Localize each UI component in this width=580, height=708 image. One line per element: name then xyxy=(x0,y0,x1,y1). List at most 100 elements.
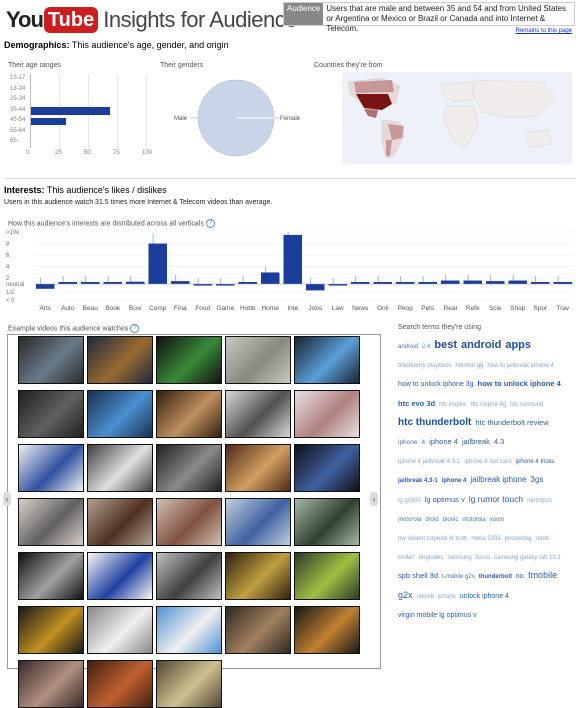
search-term-tag[interactable]: how to jailbreak iphone 4 xyxy=(487,363,554,370)
search-term-tag[interactable]: android xyxy=(398,344,419,350)
video-thumbnail[interactable] xyxy=(87,552,153,600)
search-term-tag[interactable]: hotshot gg xyxy=(455,363,484,370)
video-thumbnail[interactable] xyxy=(225,390,291,438)
search-term-tag[interactable]: unlock iphone 4 xyxy=(459,592,509,600)
search-term-tag[interactable]: lg rumor touch xyxy=(468,493,524,504)
search-term-tag[interactable]: spb shell 3d xyxy=(398,571,439,581)
search-term-tag[interactable]: bionic xyxy=(442,516,459,523)
search-term-tag[interactable]: htc xyxy=(516,574,525,581)
video-thumbnail[interactable] xyxy=(18,660,84,708)
search-term-tag[interactable]: iphone 4 jailbreak 4.3-1 xyxy=(398,459,461,466)
search-term-tag[interactable]: htc inspire 4g xyxy=(470,401,507,408)
video-thumbnail[interactable] xyxy=(156,660,222,708)
age-grid-line xyxy=(146,74,147,148)
search-term-tag[interactable]: motorola xyxy=(398,516,422,523)
video-thumbnail[interactable] xyxy=(225,444,291,492)
search-term-tag[interactable]: unlock xyxy=(416,593,434,600)
search-term-tag[interactable]: htc thunderbolt review xyxy=(475,417,549,427)
video-thumbnail[interactable] xyxy=(294,336,360,384)
search-term-tag[interactable]: metropcs xyxy=(527,497,552,504)
video-thumbnail[interactable] xyxy=(225,336,291,384)
video-thumbnail[interactable] xyxy=(87,660,153,708)
search-term-tag[interactable]: ringtones xyxy=(418,555,444,562)
search-term-tag[interactable]: t-mobile g2x xyxy=(442,574,475,581)
search-term-tag[interactable]: iphone xyxy=(398,439,418,447)
video-thumbnail[interactable] xyxy=(294,606,360,654)
video-thumbnail[interactable] xyxy=(18,606,84,654)
video-thumbnail[interactable] xyxy=(156,498,222,546)
video-thumbnail[interactable] xyxy=(18,336,84,384)
search-term-tag[interactable]: focus xyxy=(475,555,491,562)
search-term-tag[interactable]: nokia 5233 xyxy=(471,535,501,542)
video-thumbnail[interactable] xyxy=(156,552,222,600)
search-term-tag[interactable]: 4 xyxy=(421,439,426,447)
video-thumbnail[interactable] xyxy=(294,552,360,600)
search-term-tag[interactable]: how to unlock iphone 4 xyxy=(477,379,561,389)
search-term-tag[interactable]: iphone xyxy=(437,593,456,600)
search-term-tag[interactable]: rateit xyxy=(535,535,549,542)
verticals-bar-Book xyxy=(103,282,122,284)
search-term-tag[interactable]: tmobile xyxy=(528,570,558,581)
search-term-tag[interactable]: android xyxy=(460,339,502,351)
search-term-tag[interactable]: samsung galaxy tab 10.1 xyxy=(494,555,561,562)
countries-title: Countries they're from xyxy=(314,62,383,69)
search-term-tag[interactable]: samsung xyxy=(447,555,472,562)
video-thumbnail[interactable] xyxy=(156,606,222,654)
videos-help-icon[interactable]: ? xyxy=(130,324,140,333)
search-term-tag[interactable]: jailbreak xyxy=(461,437,490,447)
search-term-tag[interactable]: htc inspire xyxy=(439,401,467,408)
interests-subtitle: This audience's likes / dislikes xyxy=(46,185,167,195)
video-thumbnail[interactable] xyxy=(18,552,84,600)
search-term-tag[interactable]: best xyxy=(434,339,457,351)
search-term-tag[interactable]: iphone 4 sim card xyxy=(464,459,512,466)
search-term-tag[interactable]: blackberry playbook xyxy=(398,363,452,370)
video-thumbnail[interactable] xyxy=(294,390,360,438)
video-thumbnail[interactable] xyxy=(156,444,222,492)
verticals-help-icon[interactable]: ? xyxy=(205,219,215,228)
search-term-tag[interactable]: thunderbolt xyxy=(478,574,513,581)
verticals-bar-Comp xyxy=(148,243,167,284)
search-term-tag[interactable]: phonedog xyxy=(504,535,532,542)
search-term-tag[interactable]: htc thunderbolt xyxy=(398,416,472,428)
carousel-next-arrow-icon[interactable]: › xyxy=(370,492,378,506)
search-term-tag[interactable]: motorola xyxy=(462,516,486,523)
search-term-tag[interactable]: jailbreak iphone xyxy=(470,475,527,485)
video-thumbnail[interactable] xyxy=(225,606,291,654)
search-term-tag[interactable]: apps xyxy=(505,339,532,351)
video-thumbnail[interactable] xyxy=(156,390,222,438)
video-thumbnail[interactable] xyxy=(18,390,84,438)
search-term-tag[interactable]: g2x xyxy=(398,589,413,600)
search-term-tag[interactable]: lg optimus v xyxy=(424,494,465,504)
video-thumbnail[interactable] xyxy=(87,390,153,438)
carousel-prev-arrow-icon[interactable]: ‹ xyxy=(3,492,11,506)
video-thumbnail[interactable] xyxy=(156,336,222,384)
search-term-tag[interactable]: 3gs xyxy=(530,475,544,485)
search-term-tag[interactable]: how to unlock iphone 3g xyxy=(398,381,474,389)
search-terms-tag-cloud: android 2.4 best android appsblackberry play… xyxy=(396,334,568,619)
video-thumbnail[interactable] xyxy=(225,552,291,600)
video-thumbnail[interactable] xyxy=(87,606,153,654)
search-term-tag[interactable]: virgin mobile lg optimus v xyxy=(398,611,477,619)
search-term-tag[interactable]: iphone 4 xyxy=(429,437,458,447)
video-thumbnail[interactable] xyxy=(294,498,360,546)
search-term-tag[interactable]: xoom xyxy=(489,516,505,523)
video-thumbnail[interactable] xyxy=(225,498,291,546)
video-thumbnail[interactable] xyxy=(87,444,153,492)
video-thumbnail[interactable] xyxy=(87,498,153,546)
search-term-tag[interactable]: 2.4 xyxy=(422,344,431,350)
video-thumbnail[interactable] xyxy=(87,336,153,384)
search-term-tag[interactable]: iphone 4 xyxy=(441,478,467,485)
search-term-tag[interactable]: htc surround xyxy=(510,401,544,408)
search-term-tag[interactable]: droid xyxy=(425,516,439,523)
video-thumbnail[interactable] xyxy=(18,444,84,492)
search-term-tag[interactable]: iphone 4 tricks xyxy=(515,459,555,466)
search-term-tag[interactable]: my violent torpedo of truth xyxy=(398,535,468,542)
search-term-tag[interactable]: chilkin xyxy=(398,555,415,562)
search-term-tag[interactable]: htc evo 3d xyxy=(398,398,436,408)
search-term-tag[interactable]: jailbreak 4.3-1 xyxy=(398,478,438,485)
search-term-tag[interactable]: 4.3 xyxy=(493,437,505,447)
video-thumbnail[interactable] xyxy=(18,498,84,546)
remaining-link[interactable]: Remains to this page xyxy=(515,28,572,34)
search-term-tag[interactable]: lg gs500 xyxy=(398,497,421,504)
video-thumbnail[interactable] xyxy=(294,444,360,492)
